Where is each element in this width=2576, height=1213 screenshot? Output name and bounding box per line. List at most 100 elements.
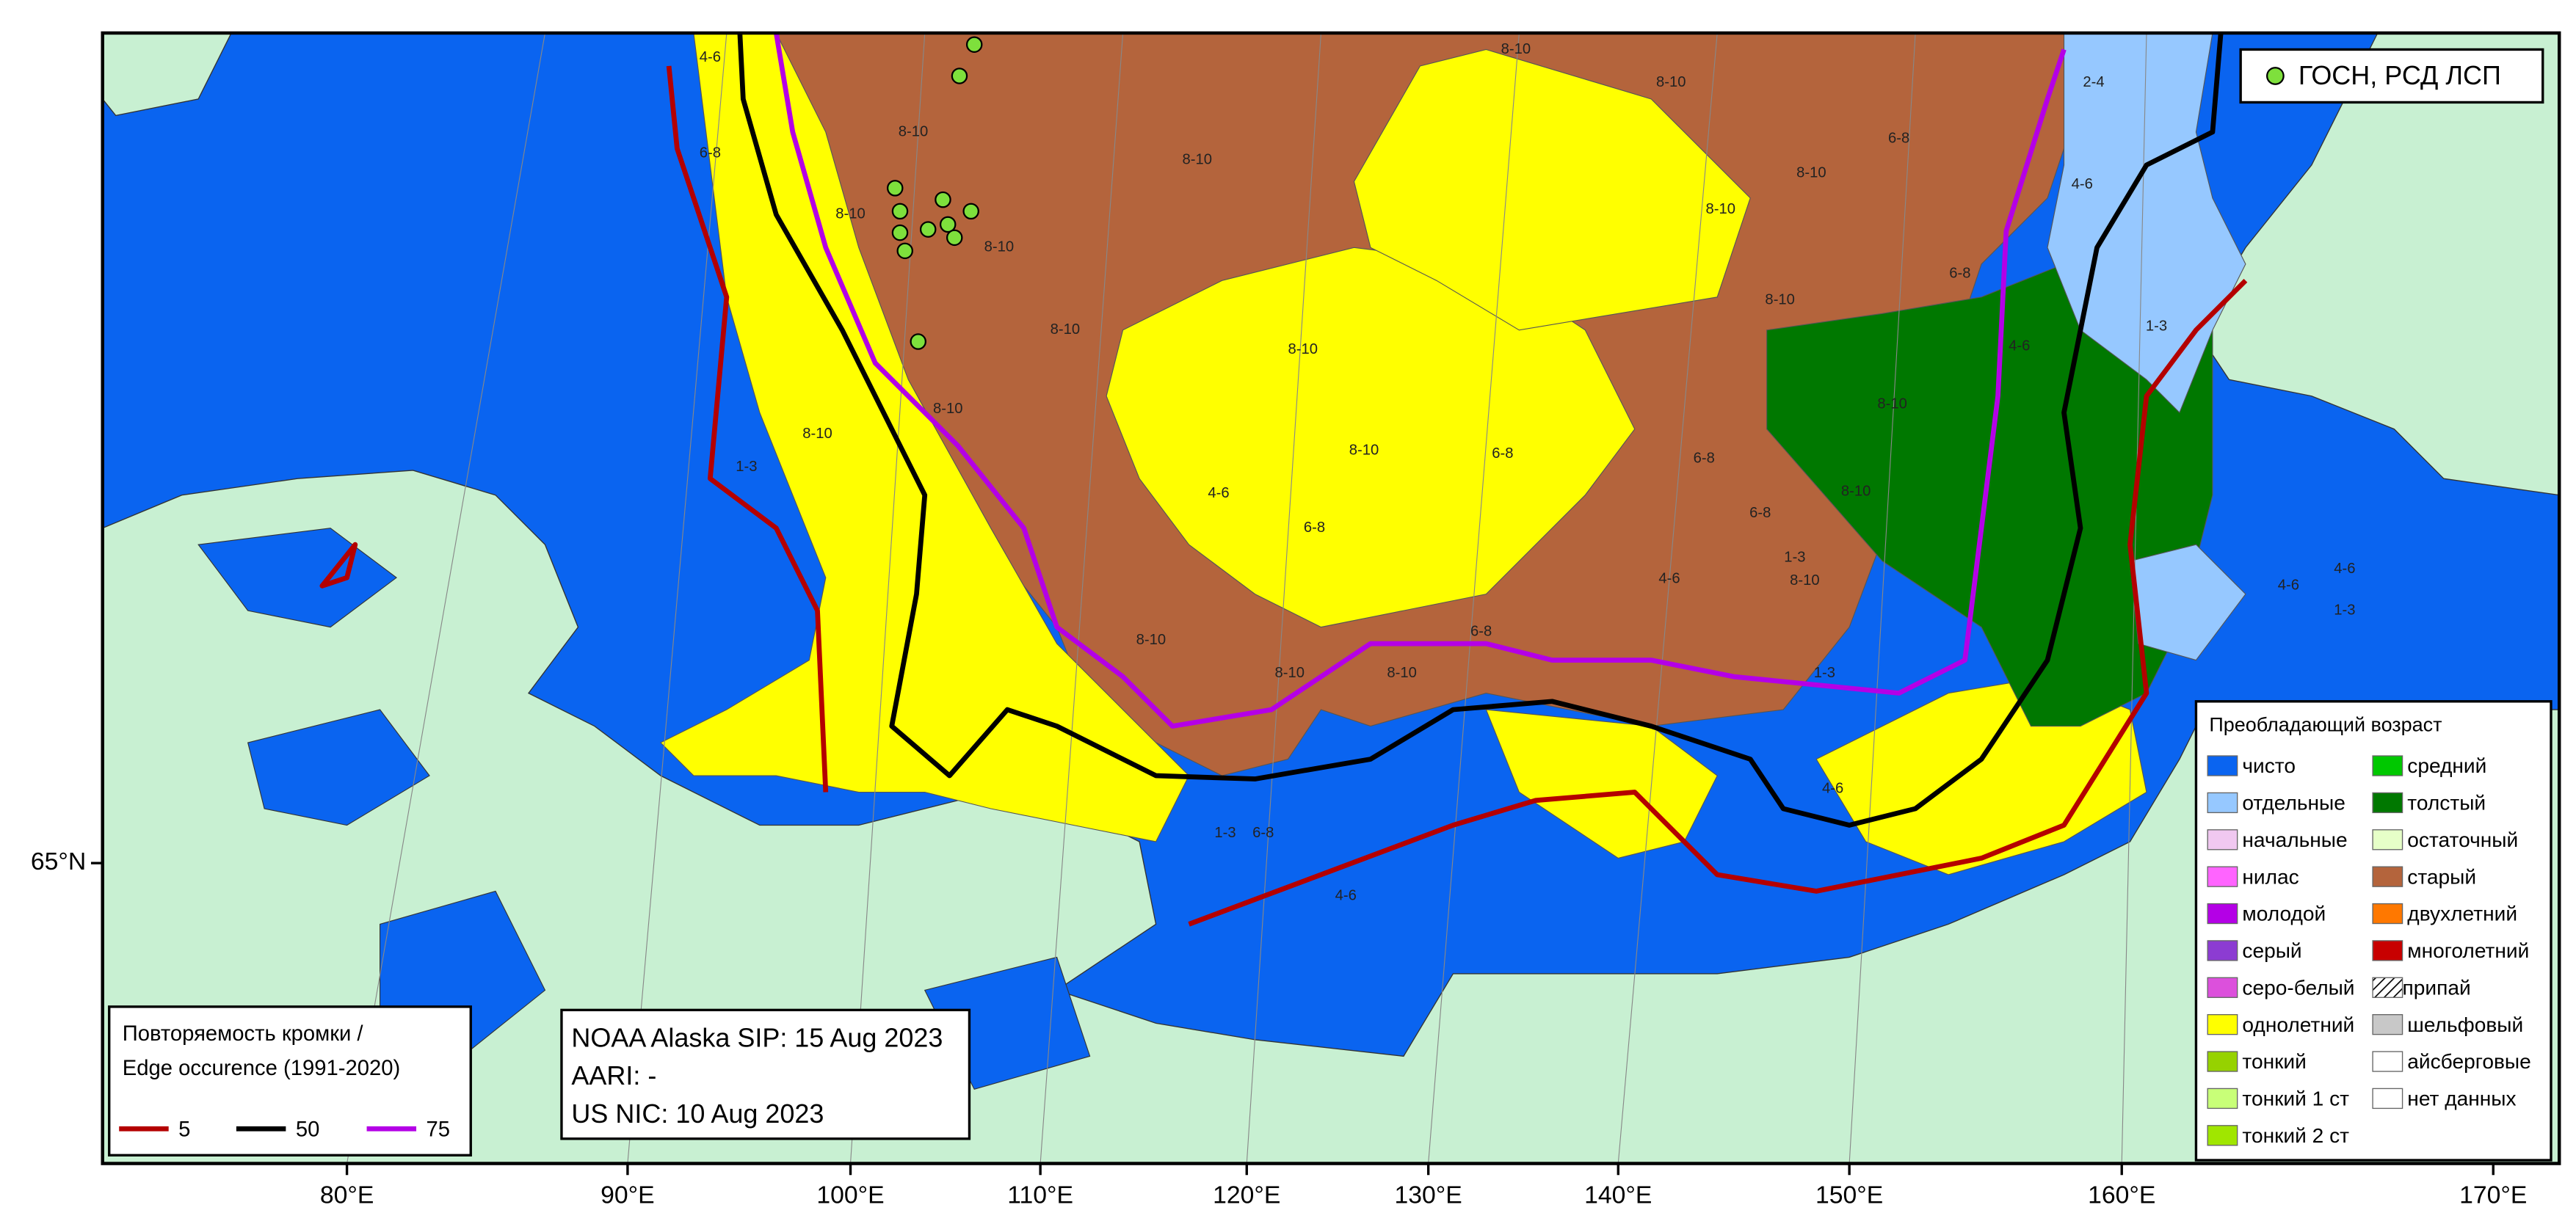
ice-label: 8-10 [802,426,832,442]
ice-label: 4-6 [700,49,721,65]
ice-label: 6-8 [1304,520,1325,536]
ice-label: 1-3 [1814,665,1835,681]
station-point [962,203,979,220]
legend-label: тонкий [2242,1050,2306,1073]
station-point [910,333,926,350]
ice-label: 1-3 [736,459,757,475]
ice-label: 8-10 [1274,665,1305,681]
ice-label: 6-8 [1949,266,1970,282]
legend-swatch [2372,1013,2403,1035]
ice-label: 4-6 [2334,561,2355,577]
ice-label: 8-10 [933,401,963,417]
legend-swatch [2207,940,2238,961]
lon-label: 90°E [601,1181,654,1209]
legend-title: Повторяемость кромки / [123,1022,364,1046]
legend-label: многолетний [2407,939,2529,962]
station-point [886,180,904,197]
legend-swatch [2207,1051,2238,1072]
ice-label: 8-10 [1051,321,1081,338]
legend-label: 75 [427,1118,451,1141]
station-point [891,203,909,220]
source-box [560,1008,971,1140]
ice-label: 6-8 [1252,825,1274,841]
legend-label: тонкий 2 ст [2242,1124,2349,1147]
ice-label: 6-8 [1694,451,1715,467]
legend-title: Преобладающий возраст [2209,714,2442,736]
legend-box [2194,700,2553,1162]
ice-label: 8-10 [1656,74,1686,90]
source-line: US NIC: 10 Aug 2023 [571,1099,824,1129]
legend-label: отдельные [2242,792,2345,815]
source-line: NOAA Alaska SIP: 15 Aug 2023 [571,1022,943,1052]
first-year-ice [1353,48,1751,331]
legend-label: припай [2403,976,2471,999]
ice-label: 8-10 [1387,665,1417,681]
open-ice [2047,32,2246,661]
ice-labels: 8-10 8-10 8-10 8-10 8-10 8-10 8-10 8-10 8-10 8-10… [700,41,2356,904]
land [102,32,232,117]
legend-title: Edge occurence (1991-2020) [123,1057,400,1080]
legend-label: начальные [2242,828,2347,851]
lon-label: 80°E [320,1181,374,1209]
lon-label: 110°E [1007,1181,1073,1209]
ice-label: 8-10 [835,206,866,222]
lon-label: 120°E [1213,1181,1280,1209]
ice-label: 4-6 [2009,338,2030,354]
ice-label: 8-10 [899,123,929,139]
ice-label: 4-6 [1822,780,1843,796]
legend-swatch [2372,755,2403,776]
ice-label: 8-10 [1501,41,1531,57]
ice-label: 8-10 [1841,484,1871,500]
axis-labels: 80°E 90°E 100°E 110°E 120°E 130°E 140°E 150°E 16… [31,848,2527,1209]
legend-label: серый [2242,939,2301,962]
legend-label: молодой [2242,903,2326,925]
source-lines: NOAA Alaska SIP: 15 Aug 2023 AARI: - US NI… [571,1022,943,1128]
ice-label: 6-8 [1888,130,1909,146]
legend-swatch [2207,903,2238,925]
ice-label: 8-10 [1183,151,1213,167]
ice-label: 8-10 [1705,201,1735,217]
ice-label: 4-6 [2072,176,2093,192]
ice-label: 6-8 [1749,505,1771,521]
station-point [939,216,957,233]
legend-label: нет данных [2407,1088,2516,1110]
legend-swatch [2207,1125,2238,1146]
ice-label: 1-3 [1784,549,1805,565]
legend-label: шельфовый [2407,1013,2523,1036]
ice-label: 6-8 [700,145,721,161]
ice-label: 1-3 [2334,602,2355,618]
legend-swatch [2372,940,2403,961]
point-legend: ГОСН, РСД ЛСП [2239,48,2544,104]
land [2195,32,2560,496]
ice-label: 4-6 [1658,571,1680,587]
legend-swatch [2372,829,2403,850]
legend-label: средний [2407,754,2486,777]
sources: NOAA Alaska SIP: 15 Aug 2023 AARI: - US NI… [560,1008,971,1140]
ice-label: 1-3 [2146,318,2167,335]
legend-swatch [2207,792,2238,814]
legend-label: старый [2407,865,2476,888]
ice-label: 8-10 [1790,572,1820,589]
station-point [946,229,963,247]
age-legend: Преобладающий возраст чисто отдельные нача… [2194,700,2553,1162]
lon-label: 170°E [2459,1181,2527,1209]
station-point [919,221,937,238]
legend-label: остаточный [2407,828,2518,851]
legend-label: толстый [2407,792,2486,815]
source-line: AARI: - [571,1060,656,1090]
legend-swatch [2207,1088,2238,1110]
ice-label: 8-10 [984,239,1015,255]
edge-lines [319,32,2248,927]
ice-label: 8-10 [1765,292,1795,308]
ice-label: 6-8 [1470,624,1492,640]
ice-label: 1-3 [1214,825,1236,841]
fjord [197,528,1091,1090]
legend-swatch [2372,1051,2403,1072]
lon-label: 160°E [2088,1181,2155,1209]
first-year-ice [659,32,1190,842]
lat-label: 65°N [31,848,86,875]
station-point [935,191,951,208]
legend-label: серо-белый [2242,976,2354,999]
